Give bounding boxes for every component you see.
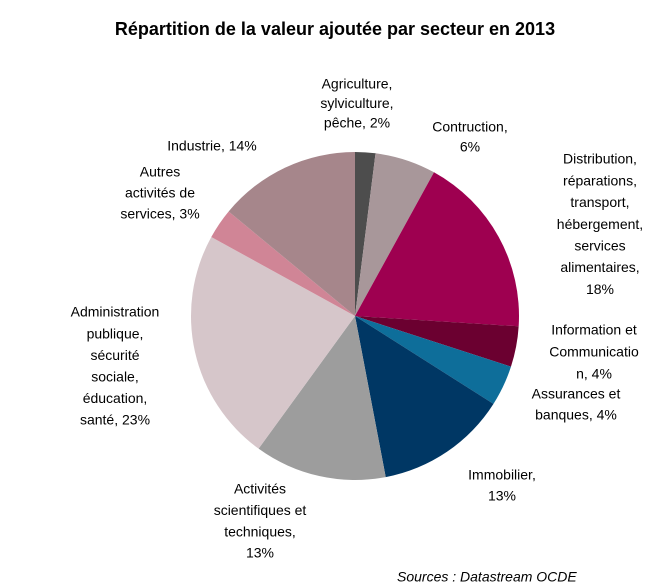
slice-label: techniques, (224, 523, 296, 539)
slice-label: réparations, (563, 172, 637, 188)
slice-label: 13% (488, 488, 516, 504)
chart-title: Répartition de la valeur ajoutée par sec… (115, 19, 555, 39)
slice-label: n, 4% (576, 366, 612, 382)
slice-label: pêche, 2% (324, 115, 390, 131)
slice-label: sylviculture, (320, 95, 393, 111)
slice-label: transport, (570, 194, 629, 210)
slice-label: 13% (246, 545, 274, 561)
slice-label: scientifiques et (214, 502, 307, 518)
slice-label: Communicatio (549, 344, 639, 360)
pie-slice (355, 172, 519, 327)
slice-label: services, 3% (120, 206, 199, 222)
slice-label: Activités (234, 481, 286, 497)
pie-slice (355, 153, 435, 316)
pie-slice (258, 316, 386, 480)
pie-slice (355, 316, 511, 404)
slice-label: Industrie, 14% (167, 138, 257, 154)
slice-label: Autres (140, 164, 180, 180)
pie-slice (355, 316, 494, 478)
slice-label: Contruction, (432, 119, 507, 135)
slice-label: sécurité (90, 347, 139, 363)
slice-label: Agriculture, (322, 76, 393, 92)
pie-slice (355, 152, 376, 316)
slice-label: Distribution, (563, 151, 637, 167)
slice-label: 6% (460, 139, 480, 155)
slice-label: Assurances et (532, 386, 621, 402)
slice-label: Immobilier, (468, 467, 536, 483)
slice-label: éducation, (83, 390, 148, 406)
source-note: Sources : Datastream OCDE (397, 569, 577, 585)
slice-label: Administration (71, 304, 160, 320)
slice-label: hébergement, (557, 216, 643, 232)
slice-label: activités de (125, 185, 195, 201)
pie-slice (191, 236, 355, 449)
slice-label: 18% (586, 281, 614, 297)
pie-slice (228, 152, 355, 316)
slice-label: services (574, 238, 625, 254)
slice-label: banques, 4% (535, 407, 617, 423)
slice-label: alimentaires, (560, 259, 639, 275)
slice-label: publique, (87, 325, 144, 341)
slice-label: santé, 23% (80, 412, 150, 428)
pie-slice (355, 316, 519, 367)
slice-label: sociale, (91, 369, 138, 385)
pie-slice (211, 211, 355, 316)
slice-label: Information et (551, 322, 637, 338)
